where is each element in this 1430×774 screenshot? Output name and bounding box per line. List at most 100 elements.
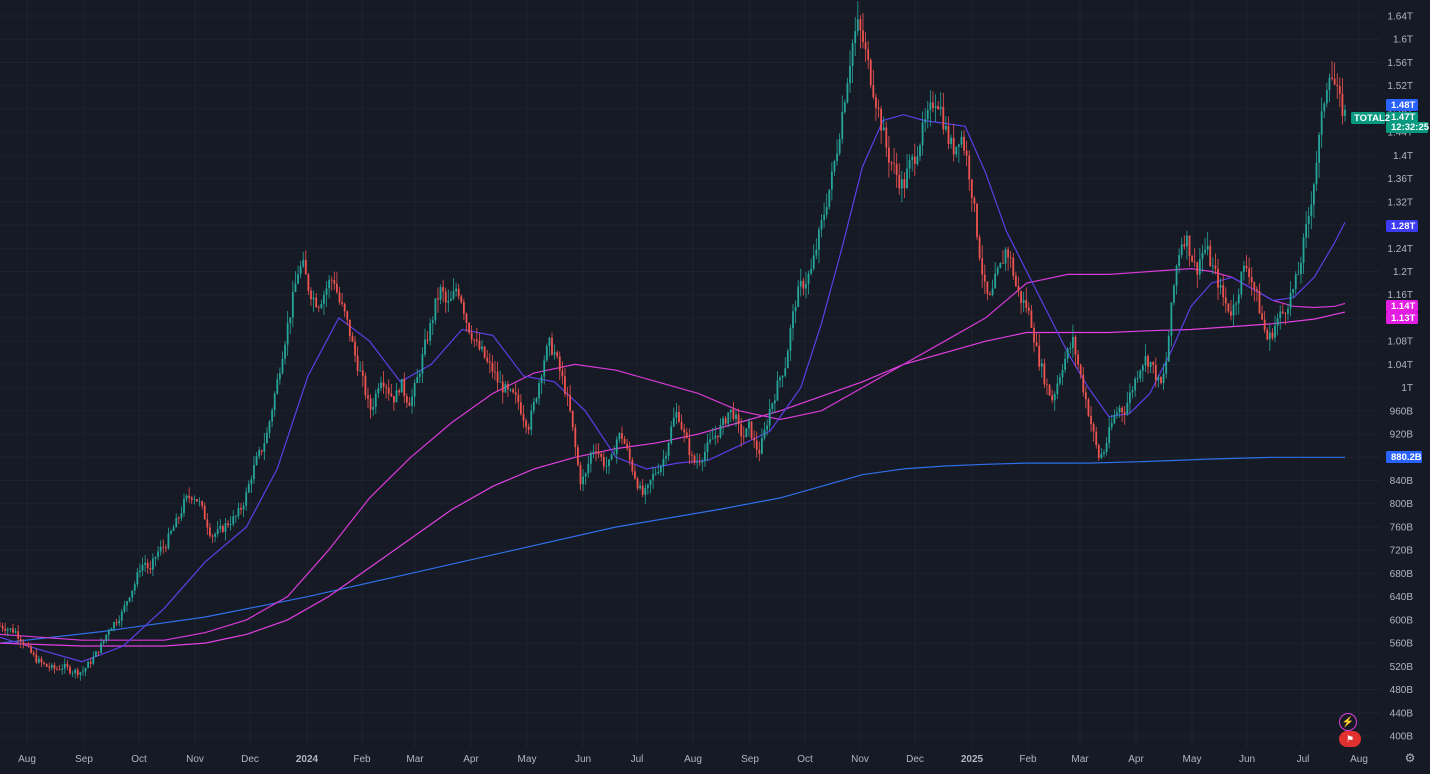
candle-body (849, 65, 851, 84)
candle-body (92, 656, 95, 664)
ma-purple-line (0, 114, 1346, 663)
candle-body (286, 323, 289, 345)
candle-body (577, 447, 579, 465)
candle-body (898, 175, 901, 189)
candle-body (426, 339, 429, 341)
candle-body (1116, 412, 1118, 415)
lightning-icon[interactable]: ⚡ (1339, 713, 1357, 731)
candle-body (284, 344, 286, 359)
candle-body (343, 303, 346, 312)
candle-body (1082, 374, 1085, 393)
x-tick-label: Sep (741, 754, 759, 765)
candle-body (538, 383, 540, 399)
moving-averages (0, 114, 1346, 663)
candle-body (297, 274, 299, 284)
candle-body (1336, 84, 1339, 86)
candle-body (711, 438, 714, 440)
candle-body (25, 644, 27, 646)
candle-body (1173, 285, 1175, 303)
candle-body (58, 669, 61, 671)
candle-body (696, 461, 699, 463)
candle-body (460, 296, 463, 303)
candle-body (74, 669, 77, 673)
candle-body (569, 395, 572, 411)
candle-body (71, 672, 74, 674)
candle-body (468, 322, 470, 333)
y-tick-label: 440B (1390, 708, 1414, 719)
candle-body (1222, 285, 1225, 298)
candle-body (56, 668, 58, 670)
candle-body (1227, 303, 1230, 312)
candle-body (475, 339, 478, 341)
candle-body (1206, 245, 1209, 250)
x-tick-label: 2024 (296, 754, 319, 765)
candle-body (994, 273, 997, 289)
candle-body (1204, 249, 1206, 253)
candle-body (113, 622, 115, 629)
candle-body (634, 471, 636, 479)
candle-body (579, 464, 582, 485)
candle-body (786, 350, 789, 369)
candle-body (1077, 354, 1079, 365)
candle-body (929, 102, 932, 110)
candle-body (494, 371, 496, 373)
candle-body (919, 145, 921, 157)
candle-body (84, 668, 87, 672)
candle-body (893, 163, 895, 165)
candle-body (1090, 415, 1092, 425)
candle-body (128, 597, 131, 602)
candle-body (27, 645, 30, 647)
candle-body (1017, 286, 1020, 291)
candle-body (206, 519, 209, 528)
candle-body (100, 643, 102, 653)
y-tick-label: 840B (1390, 476, 1414, 487)
candle-body (916, 156, 919, 164)
flag-icon[interactable]: ⚑ (1339, 731, 1361, 747)
price-badge-label: 880.2B (1391, 452, 1422, 463)
candle-body (618, 433, 621, 440)
candle-body (1214, 265, 1217, 269)
candle-body (447, 300, 450, 303)
candle-body (698, 461, 701, 463)
gear-icon[interactable]: ⚙ (1404, 751, 1416, 765)
candle-body (955, 146, 958, 155)
candle-body (779, 377, 781, 381)
candle-body (1274, 325, 1276, 338)
candle-body (266, 432, 268, 444)
candle-body (1183, 244, 1186, 247)
candle-body (1266, 329, 1269, 340)
candle-body (1284, 313, 1287, 314)
candle-body (900, 179, 903, 189)
candle-body (952, 137, 955, 155)
candle-body (369, 398, 372, 410)
candle-body (587, 463, 590, 474)
y-tick-label: 1.16T (1387, 290, 1413, 301)
candle-body (802, 280, 805, 289)
y-tick-label: 960B (1390, 406, 1414, 417)
candle-body (245, 492, 248, 506)
candle-body (1046, 384, 1048, 386)
candle-body (1323, 103, 1326, 112)
candle-body (37, 658, 40, 663)
candle-body (1139, 370, 1142, 379)
candle-body (854, 31, 857, 44)
candle-body (1136, 378, 1139, 380)
candle-body (646, 484, 649, 488)
time-axis[interactable]: Aug Sep Oct Nov Dec 2024 Feb Mar Apr May Jun Jul Aug… (18, 754, 1368, 765)
price-badge-label: 1.48T (1391, 100, 1415, 111)
candle-body (76, 669, 79, 675)
candle-body (1141, 365, 1144, 371)
candle-body (908, 159, 911, 169)
candle-body (330, 279, 333, 281)
y-tick-label: 1.56T (1387, 58, 1413, 69)
candle-body (924, 119, 927, 123)
candle-body (1294, 274, 1297, 290)
candle-body (61, 668, 64, 670)
candle-body (597, 451, 600, 454)
candle-body (701, 460, 704, 463)
candle-body (470, 332, 473, 340)
candle-body (159, 546, 162, 552)
candle-body (437, 298, 439, 300)
